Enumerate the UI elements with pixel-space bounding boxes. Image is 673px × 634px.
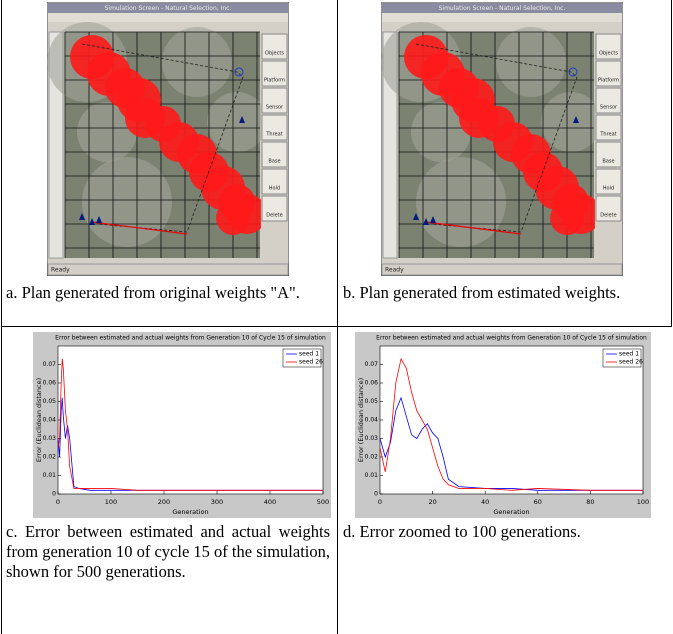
legend-label: seed 1 xyxy=(299,351,319,358)
button-label: Hold xyxy=(603,186,614,192)
x-tick-label: 20 xyxy=(428,498,436,506)
window-title: Simulation Screen - Natural Selection, I… xyxy=(439,5,566,12)
y-tick-label: 0.01 xyxy=(43,472,57,479)
plot-area xyxy=(380,346,643,494)
chart: Error between estimated and actual weigh… xyxy=(355,332,651,518)
legend-label: seed 26 xyxy=(299,359,323,366)
button-label: Delete xyxy=(600,213,616,219)
threat-zone xyxy=(550,201,584,235)
button-label: Base xyxy=(602,159,614,165)
table-border xyxy=(1,0,2,634)
x-axis-label: Generation xyxy=(493,508,529,516)
x-tick-label: 300 xyxy=(211,498,223,506)
y-tick-label: 0 xyxy=(374,491,378,498)
window-title: Simulation Screen - Natural Selection, I… xyxy=(105,5,232,12)
y-tick-label: 0.01 xyxy=(365,472,379,479)
caption: d. Error zoomed to 100 generations. xyxy=(343,522,667,542)
y-tick-label: 0.03 xyxy=(43,435,57,442)
chart-title: Error between estimated and actual weigh… xyxy=(376,335,647,342)
x-tick-label: 500 xyxy=(317,498,329,506)
menu-bar xyxy=(48,13,288,22)
y-tick-label: 0.04 xyxy=(365,417,379,424)
button-label: Threat xyxy=(599,132,616,138)
x-tick-label: 200 xyxy=(158,498,170,506)
y-tick-label: 0.02 xyxy=(365,454,379,461)
terrain-patch xyxy=(541,92,601,152)
terrain-patch xyxy=(496,27,566,97)
button-label: Objects xyxy=(599,51,618,57)
x-tick-label: 60 xyxy=(534,498,542,506)
caption: b. Plan generated from estimated weights… xyxy=(343,283,667,303)
button-label: Threat xyxy=(265,132,282,138)
document: Simulation Screen - Natural Selection, I… xyxy=(0,0,673,634)
button-label: Objects xyxy=(265,51,284,57)
caption: a. Plan generated from original weights … xyxy=(6,283,330,303)
status-bar xyxy=(382,264,622,275)
y-tick-label: 0.02 xyxy=(43,454,57,461)
y-tick-label: 0.06 xyxy=(365,380,379,387)
button-label: Platform xyxy=(264,78,285,84)
status-bar xyxy=(48,264,288,275)
x-tick-label: 100 xyxy=(105,498,117,506)
x-axis-label: Generation xyxy=(172,508,208,516)
table-border xyxy=(337,0,338,634)
y-tick-label: 0 xyxy=(52,491,56,498)
x-tick-label: 40 xyxy=(481,498,489,506)
chart: Error between estimated and actual weigh… xyxy=(33,332,331,518)
y-tick-label: 0.07 xyxy=(365,361,379,368)
legend-label: seed 26 xyxy=(619,359,643,366)
x-tick-label: 0 xyxy=(56,498,60,506)
button-label: Base xyxy=(268,159,280,165)
y-tick-label: 0.05 xyxy=(43,398,57,405)
status-text: Ready xyxy=(51,267,70,274)
screenshot: Simulation Screen - Natural Selection, I… xyxy=(381,2,623,276)
table-border xyxy=(1,326,672,327)
plot-area xyxy=(58,346,323,494)
y-tick-label: 0.03 xyxy=(365,435,379,442)
y-tick-label: 0.06 xyxy=(43,380,57,387)
y-tick-label: 0.07 xyxy=(43,361,57,368)
terrain-patch xyxy=(207,92,267,152)
chart-title: Error between estimated and actual weigh… xyxy=(55,335,326,342)
terrain-patch xyxy=(82,157,172,247)
button-label: Sensor xyxy=(266,105,284,111)
caption: c. Error between estimated and actual we… xyxy=(6,522,330,582)
screenshot: Simulation Screen - Natural Selection, I… xyxy=(47,2,289,276)
threat-zone xyxy=(216,201,250,235)
x-tick-label: 0 xyxy=(378,498,382,506)
terrain-patch xyxy=(162,27,232,97)
y-tick-label: 0.04 xyxy=(43,417,57,424)
x-tick-label: 100 xyxy=(637,498,649,506)
legend-label: seed 1 xyxy=(619,351,639,358)
button-label: Delete xyxy=(266,213,282,219)
x-tick-label: 400 xyxy=(264,498,276,506)
y-tick-label: 0.05 xyxy=(365,398,379,405)
table-border xyxy=(671,0,672,326)
terrain-patch xyxy=(416,157,506,247)
x-tick-label: 80 xyxy=(586,498,594,506)
button-label: Hold xyxy=(269,186,280,192)
status-text: Ready xyxy=(385,267,404,274)
button-label: Platform xyxy=(598,78,619,84)
button-label: Sensor xyxy=(600,105,618,111)
menu-bar xyxy=(382,13,622,22)
